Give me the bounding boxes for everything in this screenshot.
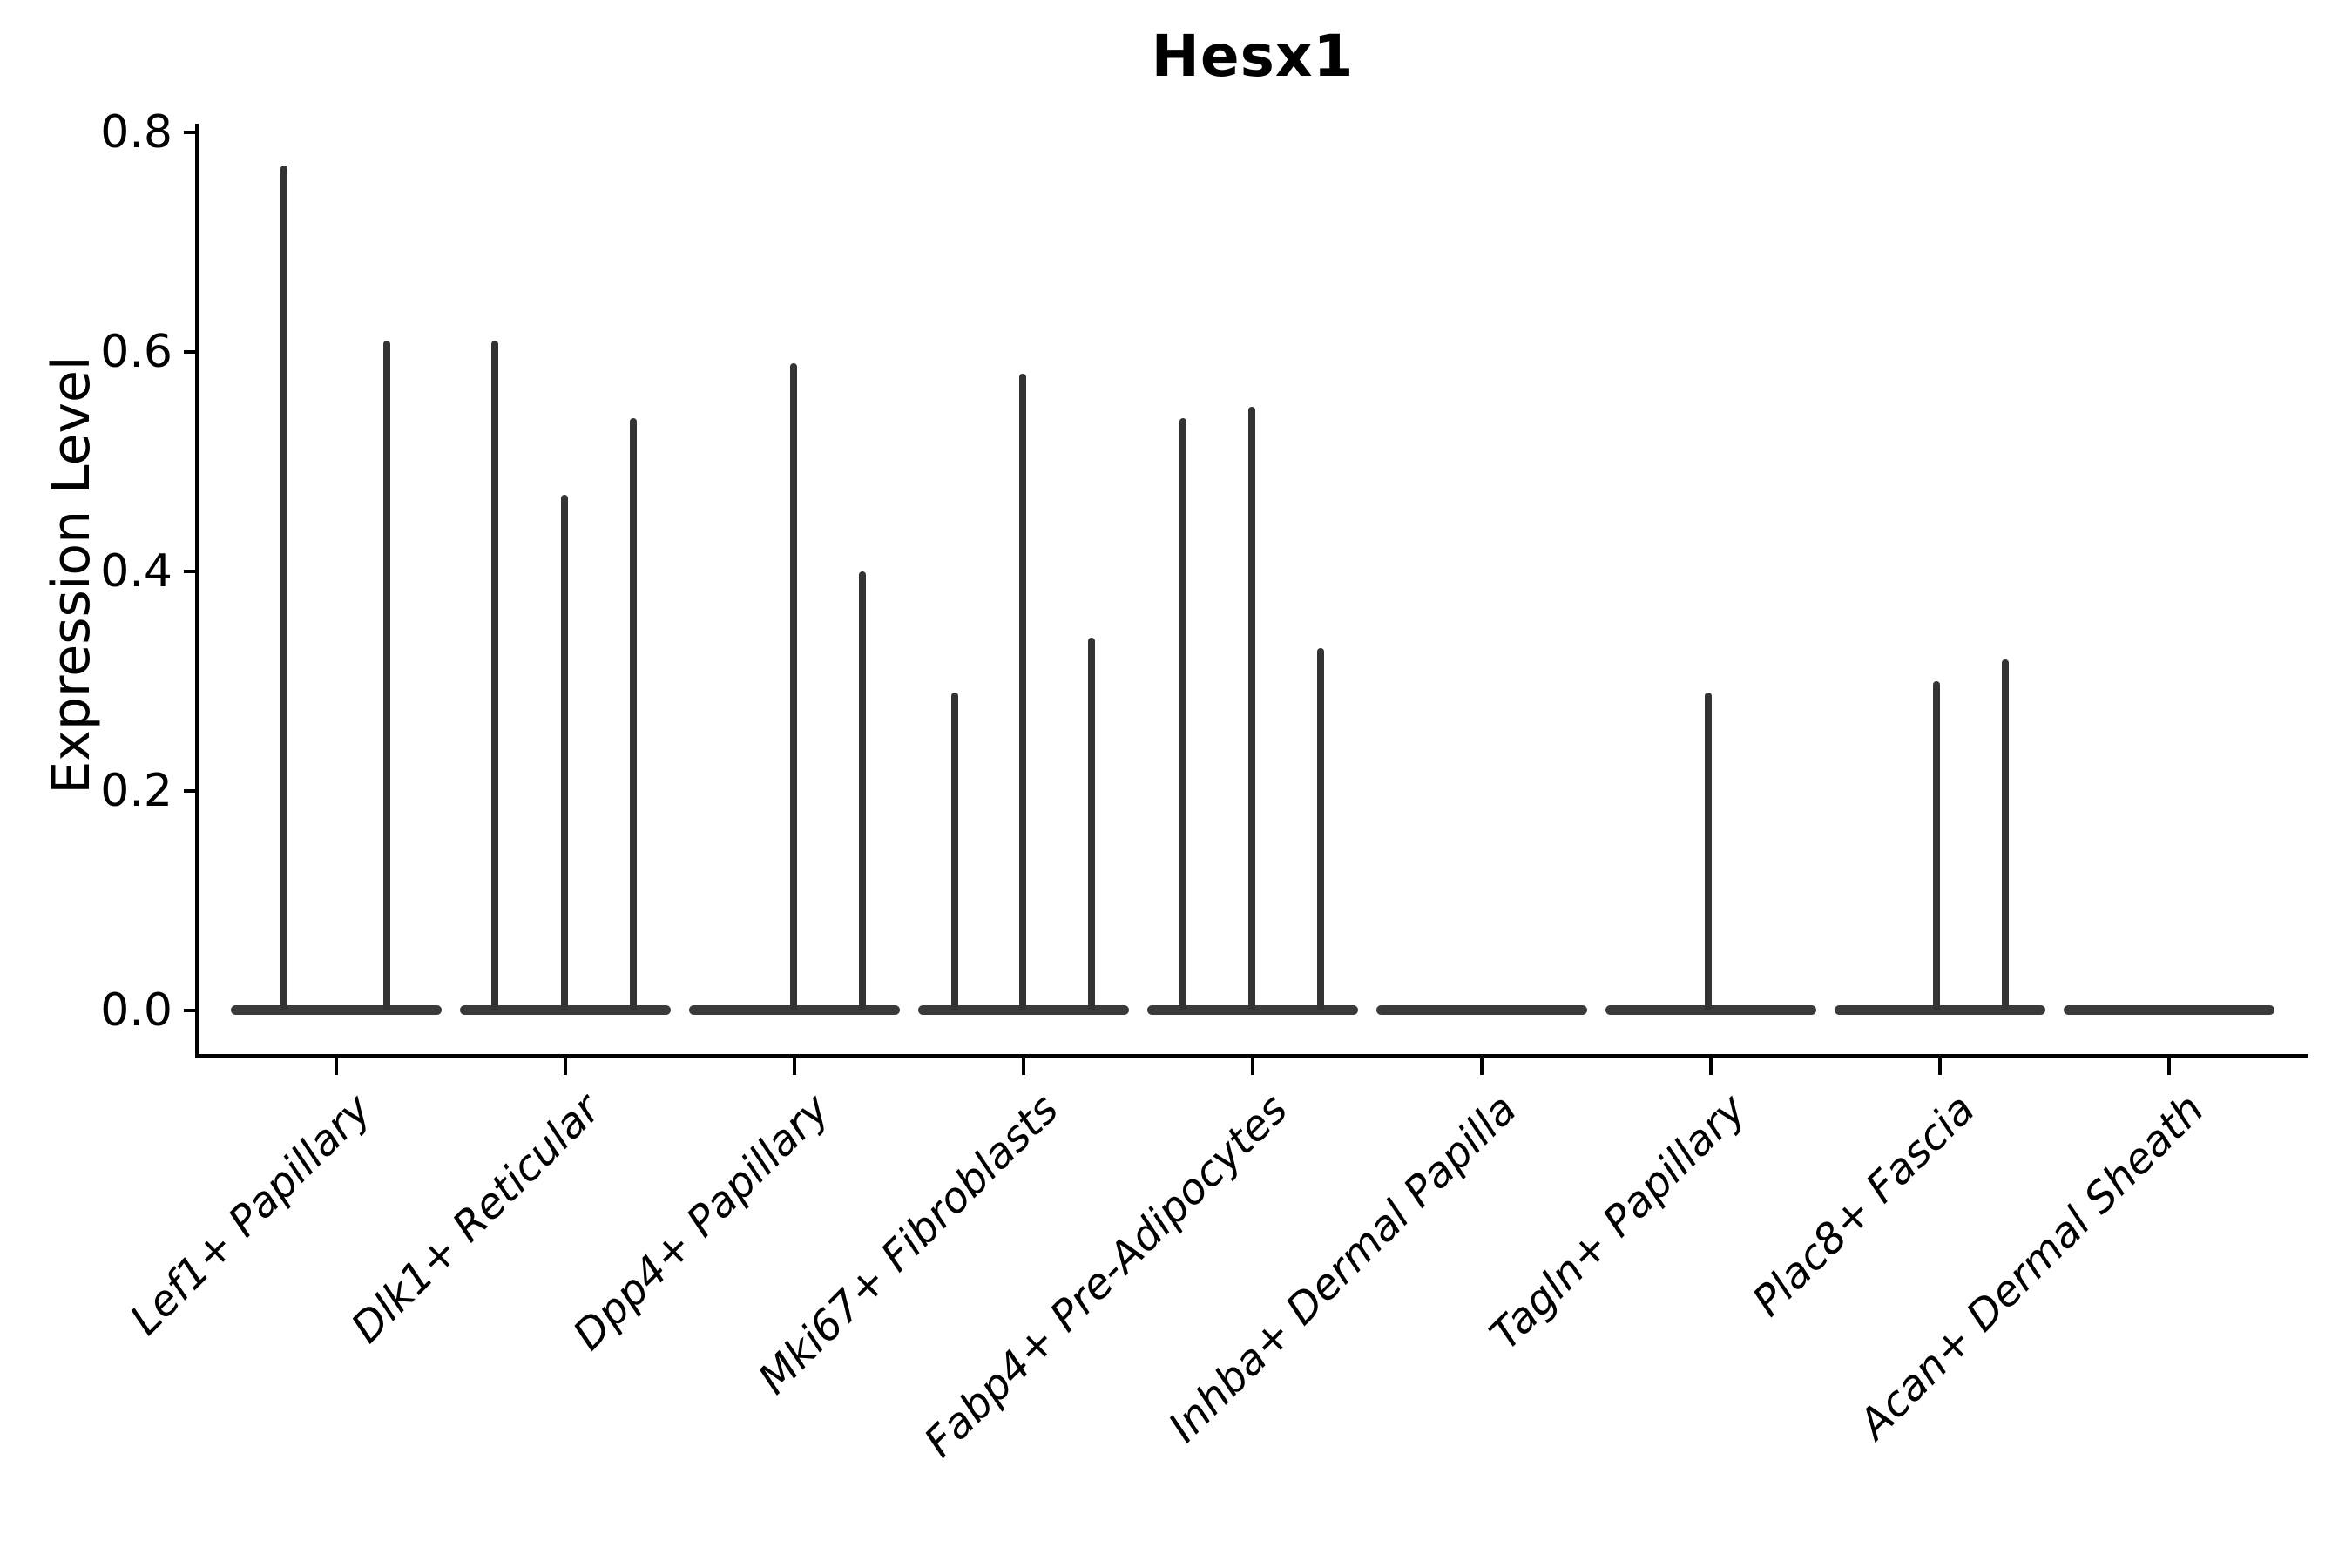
x-tick-mark	[1480, 1058, 1484, 1075]
x-tick-label: Acan+ Dermal Sheath	[1849, 1085, 2213, 1449]
x-axis-spine	[195, 1054, 2308, 1058]
x-tick-label: Plac8+ Fascia	[1743, 1085, 1984, 1326]
x-tick-mark	[1251, 1058, 1254, 1075]
violin-body-zero	[1835, 1005, 2045, 1015]
x-tick-label: Dpp4+ Papillary	[564, 1085, 839, 1360]
x-tick-mark	[793, 1058, 796, 1075]
chart-title: Hesx1	[1151, 23, 1355, 90]
y-tick-label: 0.2	[100, 765, 172, 817]
violin-body-zero	[231, 1005, 442, 1015]
violin-spike	[1088, 637, 1095, 1010]
y-tick-mark	[184, 1009, 196, 1012]
violin-spike	[951, 692, 958, 1010]
violin-spike	[1317, 648, 1324, 1010]
violin-spike	[280, 165, 287, 1010]
violin-spike	[1705, 692, 1712, 1010]
x-tick-mark	[1938, 1058, 1942, 1075]
violin-body-zero	[1376, 1005, 1587, 1015]
violin-spike	[859, 571, 866, 1010]
violin-spike	[1019, 374, 1026, 1010]
y-tick-mark	[184, 570, 196, 573]
x-tick-mark	[2167, 1058, 2171, 1075]
violin-spike	[1933, 681, 1940, 1010]
x-tick-label: Mki67+ Fibroblasts	[748, 1085, 1068, 1404]
y-axis-spine	[195, 124, 199, 1058]
violin-spike	[630, 417, 637, 1010]
y-tick-label: 0.4	[100, 545, 172, 598]
y-tick-mark	[184, 789, 196, 793]
x-tick-mark	[335, 1058, 338, 1075]
x-tick-mark	[564, 1058, 567, 1075]
x-tick-label: Fabp4+ Pre-Adipocytes	[915, 1085, 1297, 1467]
x-tick-mark	[1709, 1058, 1713, 1075]
y-tick-label: 0.0	[100, 984, 172, 1037]
violin-spike	[1179, 417, 1186, 1010]
y-tick-label: 0.6	[100, 326, 172, 378]
violin-spike	[491, 341, 498, 1010]
y-tick-mark	[184, 350, 196, 354]
violin-spike	[790, 362, 797, 1010]
violin-spike	[1248, 407, 1255, 1010]
y-tick-mark	[184, 131, 196, 134]
violin-spike	[2002, 659, 2009, 1010]
y-tick-label: 0.8	[100, 106, 172, 159]
violin-body-zero	[2064, 1005, 2274, 1015]
x-tick-label: Inhba+ Dermal Papilla	[1159, 1085, 1526, 1452]
x-tick-label: Tagln+ Papillary	[1480, 1085, 1755, 1360]
violin-spike	[383, 341, 390, 1010]
x-tick-mark	[1022, 1058, 1025, 1075]
x-tick-label: Dlk1+ Reticular	[341, 1085, 610, 1353]
violin-spike	[561, 494, 568, 1010]
